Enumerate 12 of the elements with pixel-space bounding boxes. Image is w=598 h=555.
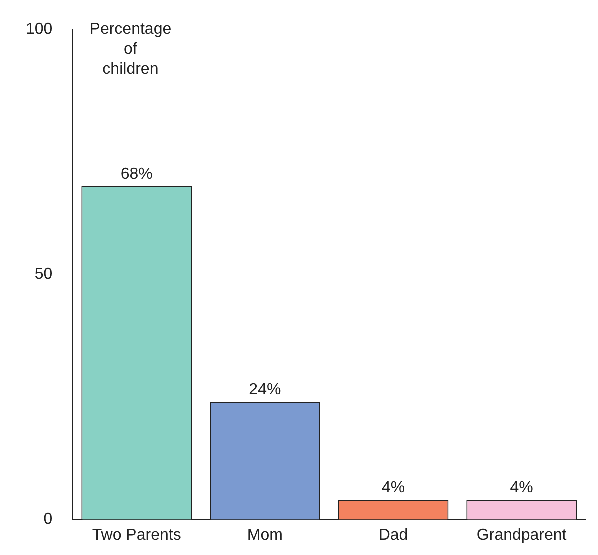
x-tick-label: Grandparent bbox=[476, 526, 568, 544]
data-label: 4% bbox=[382, 480, 406, 497]
y-tick-label: 50 bbox=[34, 266, 53, 284]
y-tick-label: 0 bbox=[44, 511, 53, 528]
data-label: 4% bbox=[510, 480, 534, 497]
x-tick-label: Two Parents bbox=[92, 526, 182, 544]
x-tick-label: Mom bbox=[247, 526, 283, 544]
data-label: 24% bbox=[249, 382, 282, 399]
x-tick-label: Dad bbox=[378, 526, 408, 544]
y-axis-title: Percentage of children bbox=[90, 21, 172, 78]
y-tick-label: 100 bbox=[26, 21, 53, 38]
data-label: 68% bbox=[120, 166, 153, 183]
